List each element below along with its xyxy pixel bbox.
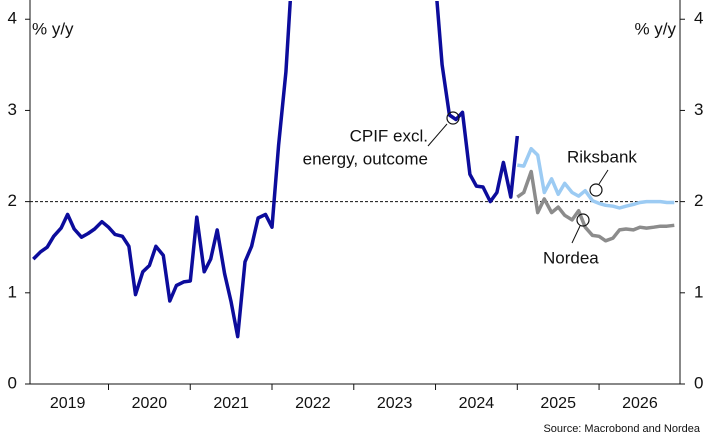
series-label: Riksbank [567,147,637,166]
source: Source: Macrobond and Nordea [543,423,700,435]
annotation-marker [446,111,460,125]
y2-tick-label: 1 [694,282,703,301]
series-line [517,146,675,210]
leader-line [427,123,448,147]
annotation: energy, outcome [303,149,428,168]
annotation-marker [589,183,603,197]
x-tick-label: 2019 [50,395,86,412]
y2-tick-label: 0 [694,373,703,392]
y-tick-label: 1 [8,282,17,301]
y2-tick-label: 3 [694,100,703,119]
x-tick-label: 2023 [377,395,413,412]
x-tick-label: 2022 [295,395,331,412]
y-tick-label: 2 [8,191,17,210]
leader-line [571,225,581,244]
series-label: Nordea [543,248,599,267]
x-tick-label: 2020 [132,395,168,412]
x-tick-label: 2021 [213,395,249,412]
y2-axis-label: % y/y [634,19,676,38]
x-tick-label: 2024 [459,395,495,412]
x-tick-label: 2026 [622,395,658,412]
series-layer [32,1,675,339]
annotation: CPIF excl. [350,126,428,145]
annotation-marker [576,213,590,227]
y-tick-label: 0 [8,373,17,392]
leader-line [598,169,609,185]
y-tick-label: 3 [8,100,17,119]
y-axis-label: % y/y [32,19,74,38]
y-tick-label: 4 [8,9,17,28]
y2-tick-label: 2 [694,191,703,210]
y2-tick-label: 4 [694,9,703,28]
series-line [516,169,675,243]
series-line [32,1,520,339]
x-tick-label: 2025 [540,395,576,412]
